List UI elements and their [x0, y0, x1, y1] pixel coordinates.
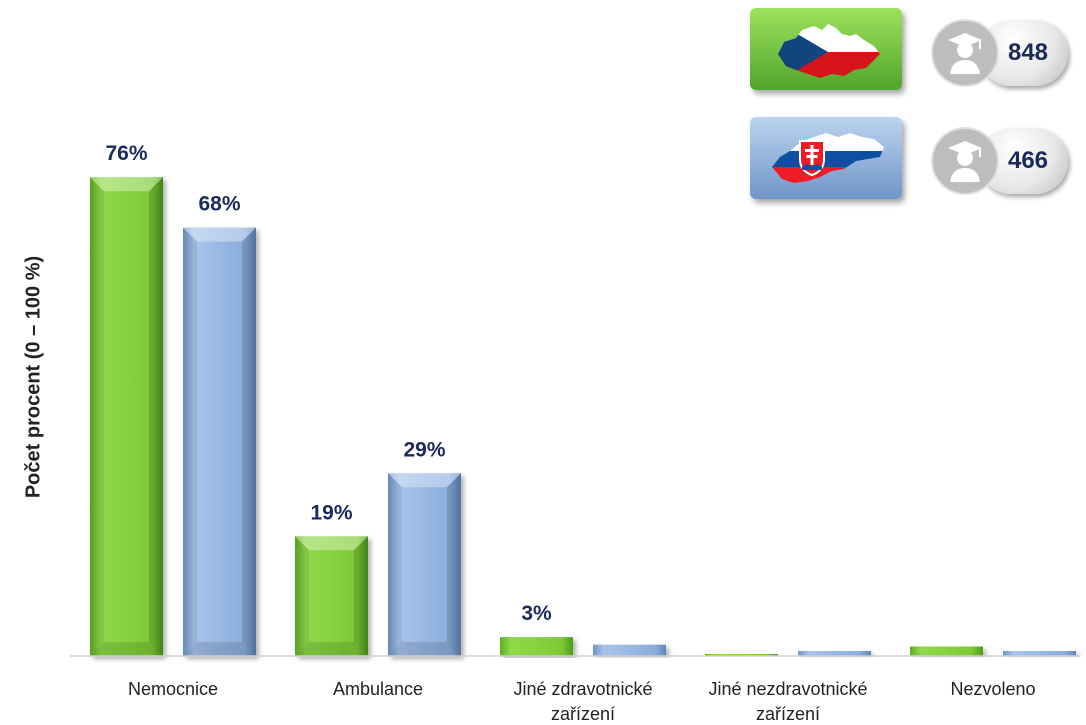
legend-slovakia — [750, 117, 902, 199]
bar — [500, 637, 573, 656]
bar — [1003, 650, 1076, 656]
slovakia-map-icon — [750, 117, 902, 199]
legend-count-slovakia: 466 — [930, 126, 1070, 196]
count-value: 848 — [1007, 39, 1049, 66]
bar — [295, 536, 368, 656]
category-label: Jiné nezdravotnické — [708, 679, 867, 699]
count-value: 466 — [1007, 147, 1049, 174]
data-label: 19% — [310, 501, 352, 524]
data-label: 76% — [105, 142, 147, 165]
bar — [910, 646, 983, 656]
data-label: 68% — [198, 193, 240, 216]
czech-republic-map-icon — [750, 8, 902, 90]
legend-czech-republic — [750, 8, 902, 90]
graduate-avatar-icon — [931, 127, 999, 195]
data-label: 3% — [521, 602, 552, 625]
category-label: zařízení — [756, 704, 820, 724]
category-label: Nezvoleno — [950, 679, 1035, 699]
category-label: zařízení — [551, 704, 615, 724]
graduate-avatar-icon — [931, 19, 999, 87]
bar — [593, 644, 666, 656]
bar — [388, 473, 461, 656]
bar — [183, 227, 256, 656]
category-label: Nemocnice — [128, 679, 218, 699]
legend-count-czech: 848 — [930, 18, 1070, 88]
category-label: Ambulance — [333, 679, 423, 699]
bar — [90, 177, 163, 656]
bar — [705, 654, 778, 656]
bar — [798, 650, 871, 656]
data-label: 29% — [403, 438, 445, 461]
category-label: Jiné zdravotnické — [513, 679, 652, 699]
